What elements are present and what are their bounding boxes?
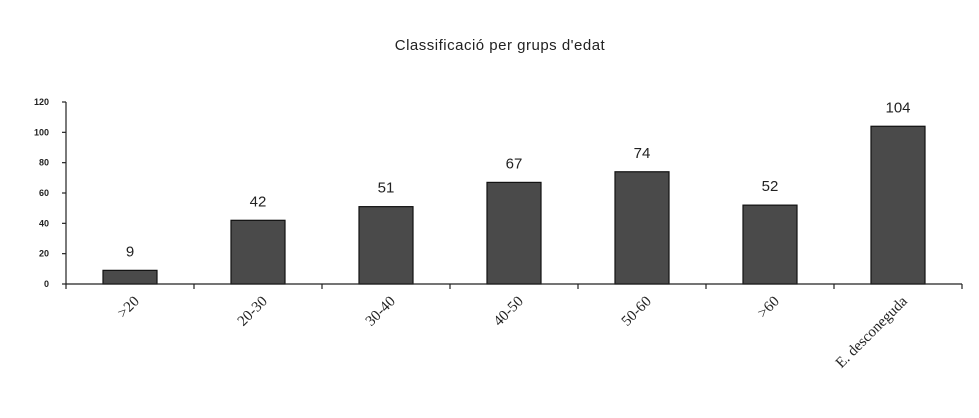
y-tick-label: 120 [34, 97, 49, 107]
y-tick-label: 0 [44, 279, 49, 289]
bar-6 [870, 125, 926, 285]
value-labels: 9 42 51 67 74 52 104 [126, 99, 911, 260]
y-axis: 0 20 40 60 80 100 120 [34, 97, 67, 289]
chart-title: Classificació per grups d'edat [395, 37, 606, 54]
x-axis: >20 20-30 30-40 40-50 50-60 >60 E. desconeguda [65, 283, 963, 371]
x-tick-label: 50-60 [619, 294, 655, 330]
x-tick-label: 20-30 [235, 294, 271, 330]
value-label: 74 [634, 145, 651, 162]
y-tick-label: 40 [39, 218, 49, 228]
bar-5 [742, 204, 798, 285]
bar-0 [102, 269, 158, 285]
bar-3 [486, 181, 542, 285]
value-label: 9 [126, 243, 134, 260]
y-tick-label: 20 [39, 249, 49, 259]
y-tick-label: 80 [39, 158, 49, 168]
y-tick-label: 100 [34, 127, 49, 137]
y-tick-label: 60 [39, 188, 49, 198]
x-tick-label: E. desconeguda [833, 293, 911, 371]
x-tick-label: 40-50 [491, 294, 527, 330]
bar-2 [358, 206, 414, 285]
bars [102, 125, 926, 285]
x-tick-label: >20 [115, 294, 143, 322]
bar-1 [230, 219, 286, 285]
bar-4 [614, 171, 670, 285]
value-label: 51 [378, 180, 395, 197]
value-label: 42 [250, 193, 267, 210]
value-label: 67 [506, 155, 523, 172]
value-label: 104 [885, 99, 910, 116]
x-tick-label: 30-40 [363, 294, 399, 330]
x-tick-label: >60 [755, 294, 783, 322]
value-label: 52 [762, 178, 779, 195]
